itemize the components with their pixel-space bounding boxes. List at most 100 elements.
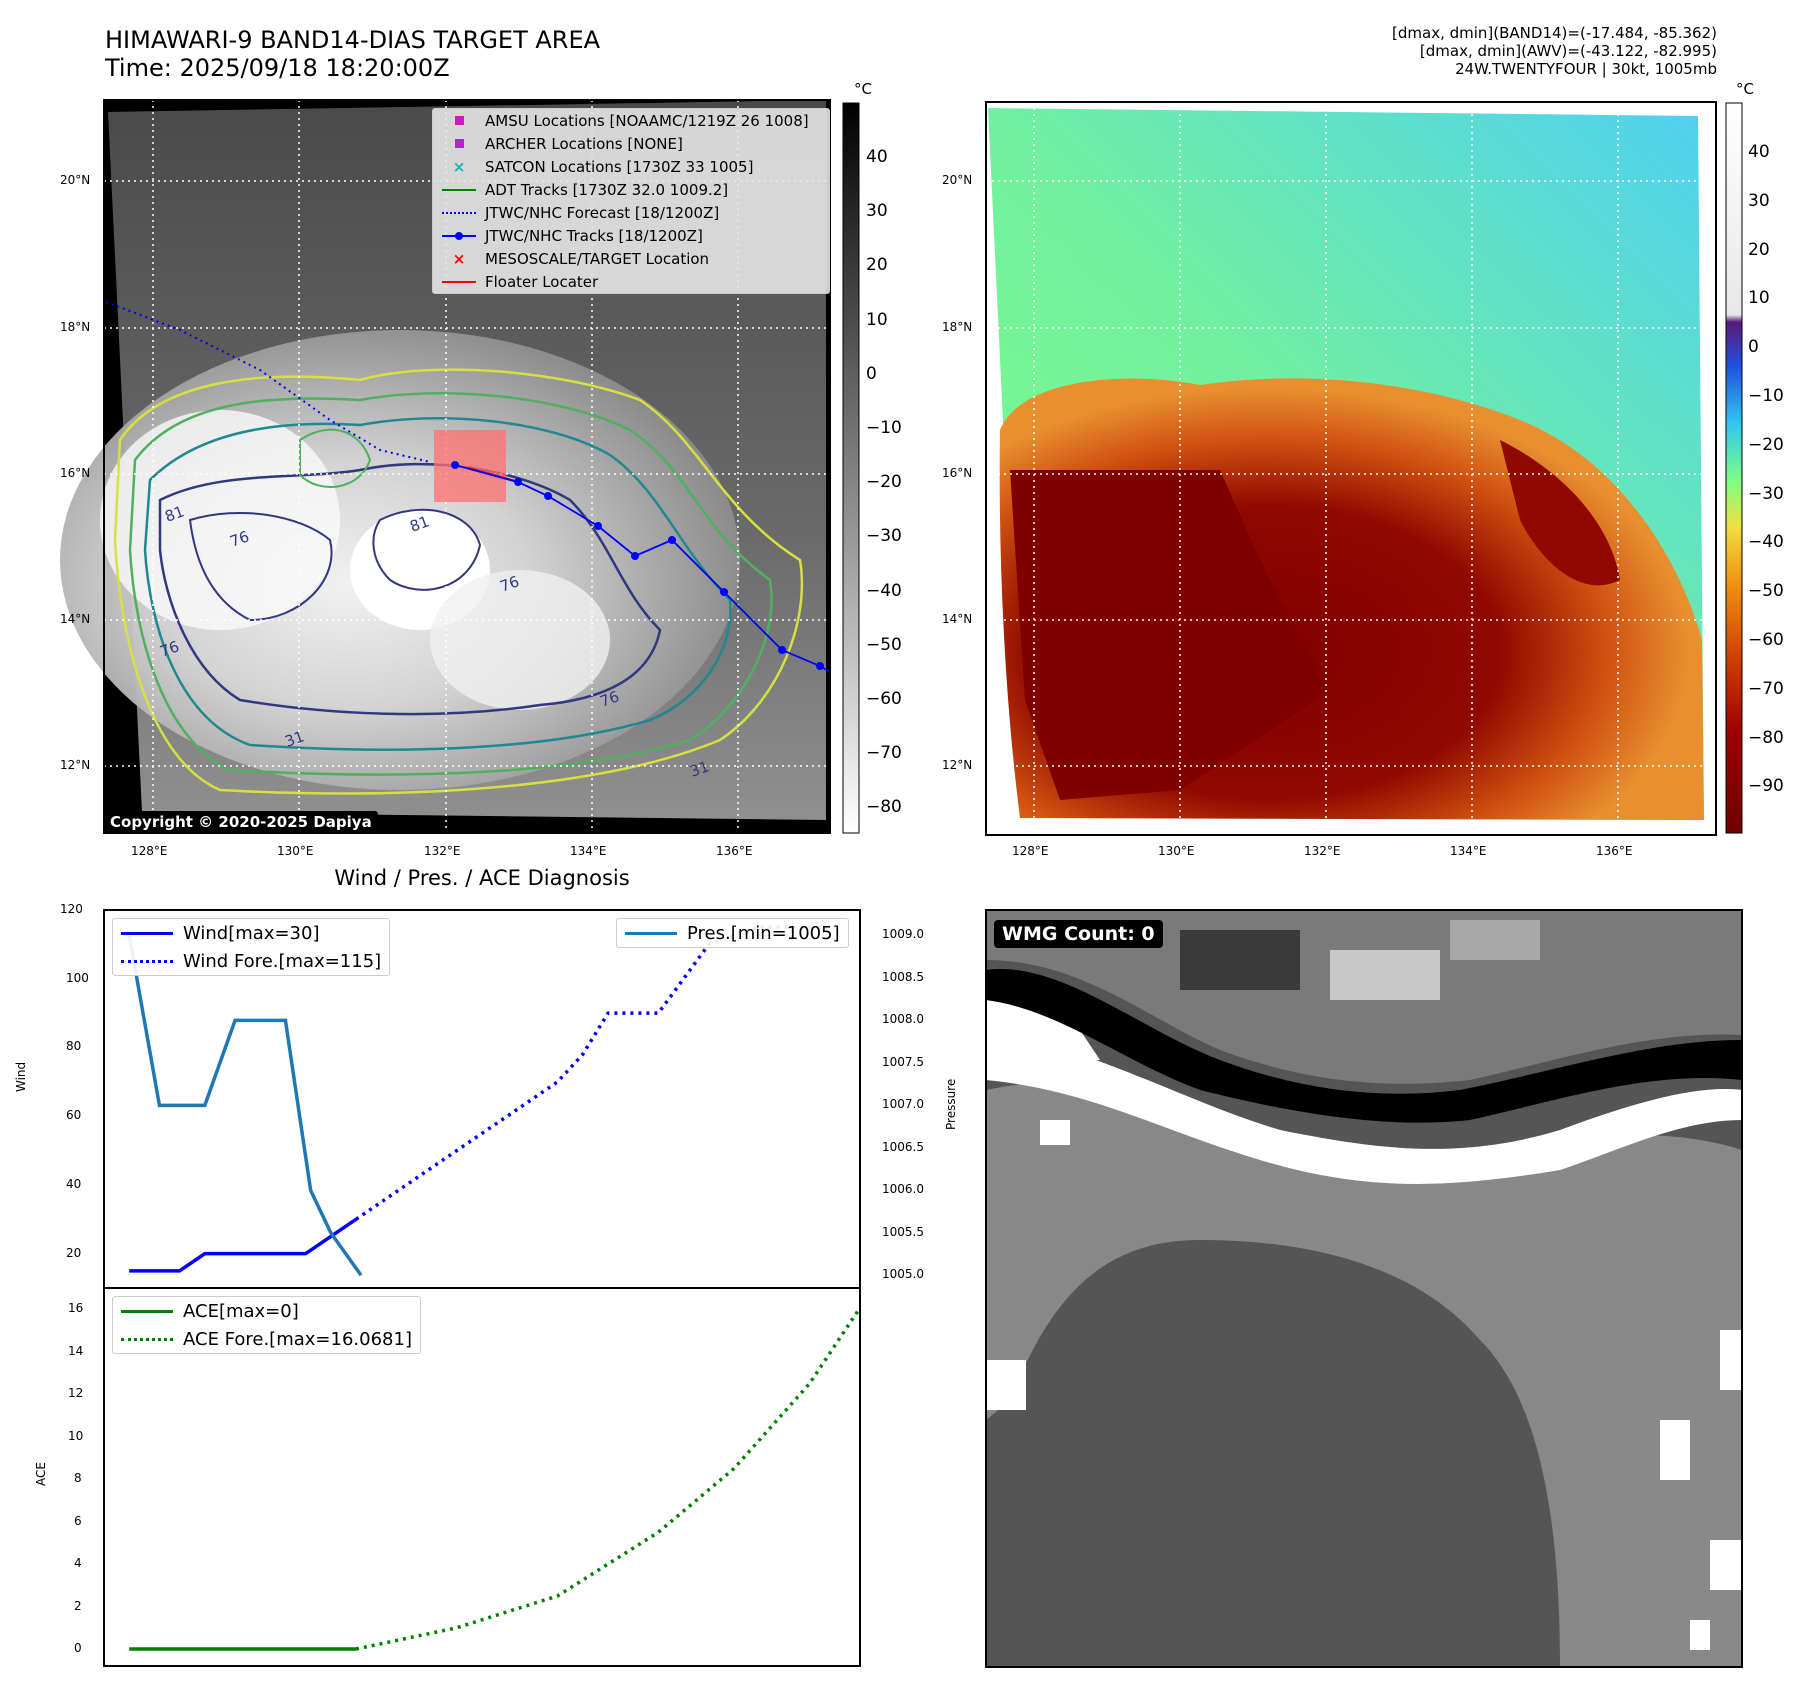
- copyright-badge: Copyright © 2020-2025 Dapiya: [104, 811, 378, 833]
- contour-label: 76: [157, 637, 182, 661]
- y-tick-right: 1007.0: [882, 1097, 924, 1112]
- ir-legend: AMSU Locations [NOAAMC/1219Z 26 1008] ARC…: [432, 108, 830, 294]
- colorbar-tick: −30: [866, 526, 902, 547]
- jtwc-track-points: [451, 461, 824, 670]
- contour-label: 76: [597, 687, 622, 711]
- colorbar-tick: −60: [866, 689, 902, 709]
- colorbar-tick: −80: [866, 797, 902, 818]
- legend-entry: JTWC/NHC Tracks [18/1200Z]: [433, 224, 829, 247]
- colorbar-tick: −30: [1748, 483, 1784, 504]
- colorbar-tick: −10: [1748, 386, 1784, 406]
- lat-label: 14°N: [60, 612, 91, 626]
- lon-label: 132°E: [424, 844, 461, 858]
- colorbar-tick: 40: [866, 147, 888, 167]
- lon-label: 130°E: [277, 844, 314, 858]
- series-line-ACE Fore.[max=16.0681]: [355, 1306, 862, 1651]
- stats-info: [dmax, dmin](BAND14)=(-17.484, -85.362) …: [1392, 24, 1717, 78]
- colorbar-tick: −50: [866, 634, 902, 655]
- pressure-ylabel: Pressure: [944, 1078, 958, 1130]
- legend-label: ACE Fore.[max=16.0681]: [183, 1328, 412, 1350]
- legend-entry: Floater Locater: [433, 270, 829, 293]
- legend-entry: ACE Fore.[max=16.0681]: [113, 1325, 420, 1353]
- legend-symbol: [439, 188, 479, 191]
- y-tick-right: 1005.5: [882, 1224, 924, 1239]
- lon-label: 132°E: [1304, 844, 1341, 858]
- legend-entry: Pres.[min=1005]: [617, 919, 848, 947]
- figure-title: HIMAWARI-9 BAND14-DIAS TARGET AREA Time:…: [105, 26, 600, 82]
- wmg-background: [986, 910, 1742, 1667]
- colorbar-tick: −40: [866, 580, 902, 601]
- title-line-1: HIMAWARI-9 BAND14-DIAS TARGET AREA: [105, 26, 601, 54]
- colorbar-tick: 20: [1748, 239, 1770, 260]
- legend-entry: AMSU Locations [NOAAMC/1219Z 26 1008]: [433, 109, 829, 132]
- lat-label: 20°N: [942, 173, 973, 187]
- legend-entry: × MESOSCALE/TARGET Location: [433, 247, 829, 270]
- colorbar-tick: −40: [1748, 532, 1784, 553]
- awv-gridlines: [986, 102, 1716, 835]
- y-tick-right: 1009.0: [882, 927, 924, 942]
- lat-label: 16°N: [942, 466, 973, 480]
- lon-label: 130°E: [1158, 844, 1195, 858]
- chart-title: Wind / Pres. / ACE Diagnosis: [334, 866, 630, 890]
- colorbar-tick: −60: [1748, 630, 1784, 650]
- y-tick-right: 1006.0: [882, 1182, 924, 1197]
- series-line-Wind Fore.[max=115]: [355, 925, 835, 1221]
- lat-label: 14°N: [942, 612, 973, 626]
- y-tick: 6: [74, 1513, 82, 1528]
- legend-symbol: [121, 959, 173, 963]
- legend-symbol: [439, 139, 479, 148]
- contour-label: 31: [282, 727, 307, 751]
- colorbar-tick: 30: [866, 201, 888, 222]
- legend-label: MESOSCALE/TARGET Location: [485, 249, 710, 268]
- legend-label: ARCHER Locations [NONE]: [485, 134, 683, 153]
- y-tick: 20: [66, 1245, 82, 1260]
- y-tick: 4: [74, 1556, 82, 1571]
- contour-label: 81: [407, 512, 432, 536]
- lat-label: 12°N: [942, 758, 973, 772]
- pressure-legend: Pres.[min=1005]: [616, 918, 849, 948]
- legend-label: ADT Tracks [1730Z 32.0 1009.2]: [485, 180, 729, 199]
- y-tick: 8: [74, 1471, 82, 1486]
- colorbar-tick: 40: [1748, 142, 1770, 162]
- y-tick-right: 1008.5: [882, 969, 924, 984]
- legend-symbol: ×: [452, 249, 466, 268]
- series-line-Pres.[min=1005]: [127, 935, 363, 1277]
- lon-label: 136°E: [1596, 844, 1633, 858]
- y-tick: 100: [66, 970, 89, 985]
- legend-label: Wind Fore.[max=115]: [183, 950, 382, 972]
- y-tick: 12: [68, 1386, 84, 1401]
- colorbar-tick: −10: [866, 418, 902, 438]
- legend-entry: ARCHER Locations [NONE]: [433, 132, 829, 155]
- awv-colorbar-unit: °C: [1736, 80, 1754, 98]
- y-tick: 80: [66, 1039, 82, 1054]
- legend-symbol: [439, 231, 479, 240]
- ace-ylabel: ACE: [34, 1462, 48, 1486]
- contour-label: 76: [497, 572, 522, 596]
- colorbar-tick: 20: [866, 255, 888, 276]
- colorbar-tick: 0: [866, 363, 877, 384]
- jtwc-track: [454, 464, 831, 673]
- y-tick: 40: [66, 1176, 82, 1191]
- colorbar-tick: −20: [866, 472, 902, 493]
- legend-label: JTWC/NHC Forecast [18/1200Z]: [485, 203, 720, 222]
- legend-label: Pres.[min=1005]: [687, 922, 840, 944]
- awv-image-swath: [988, 108, 1704, 820]
- legend-symbol: [625, 931, 677, 935]
- legend-label: ACE[max=0]: [183, 1300, 299, 1322]
- lat-label: 18°N: [942, 320, 973, 334]
- y-tick-right: 1008.0: [882, 1012, 924, 1027]
- lat-label: 16°N: [60, 466, 91, 480]
- contour-teal: [143, 417, 732, 751]
- legend-symbol: [121, 931, 173, 935]
- contour-navy: [158, 462, 662, 716]
- y-tick: 16: [68, 1301, 84, 1316]
- stats-line-1: [dmax, dmin](BAND14)=(-17.484, -85.362): [1392, 24, 1717, 42]
- legend-label: SATCON Locations [1730Z 33 1005]: [485, 157, 754, 176]
- y-tick: 2: [74, 1598, 82, 1613]
- lon-label: 128°E: [131, 844, 168, 858]
- legend-entry: Wind Fore.[max=115]: [113, 947, 389, 975]
- legend-label: AMSU Locations [NOAAMC/1219Z 26 1008]: [485, 111, 809, 130]
- wmg-gray-region: [986, 1081, 1742, 1667]
- y-tick: 10: [68, 1428, 84, 1443]
- y-tick-right: 1006.5: [882, 1139, 924, 1154]
